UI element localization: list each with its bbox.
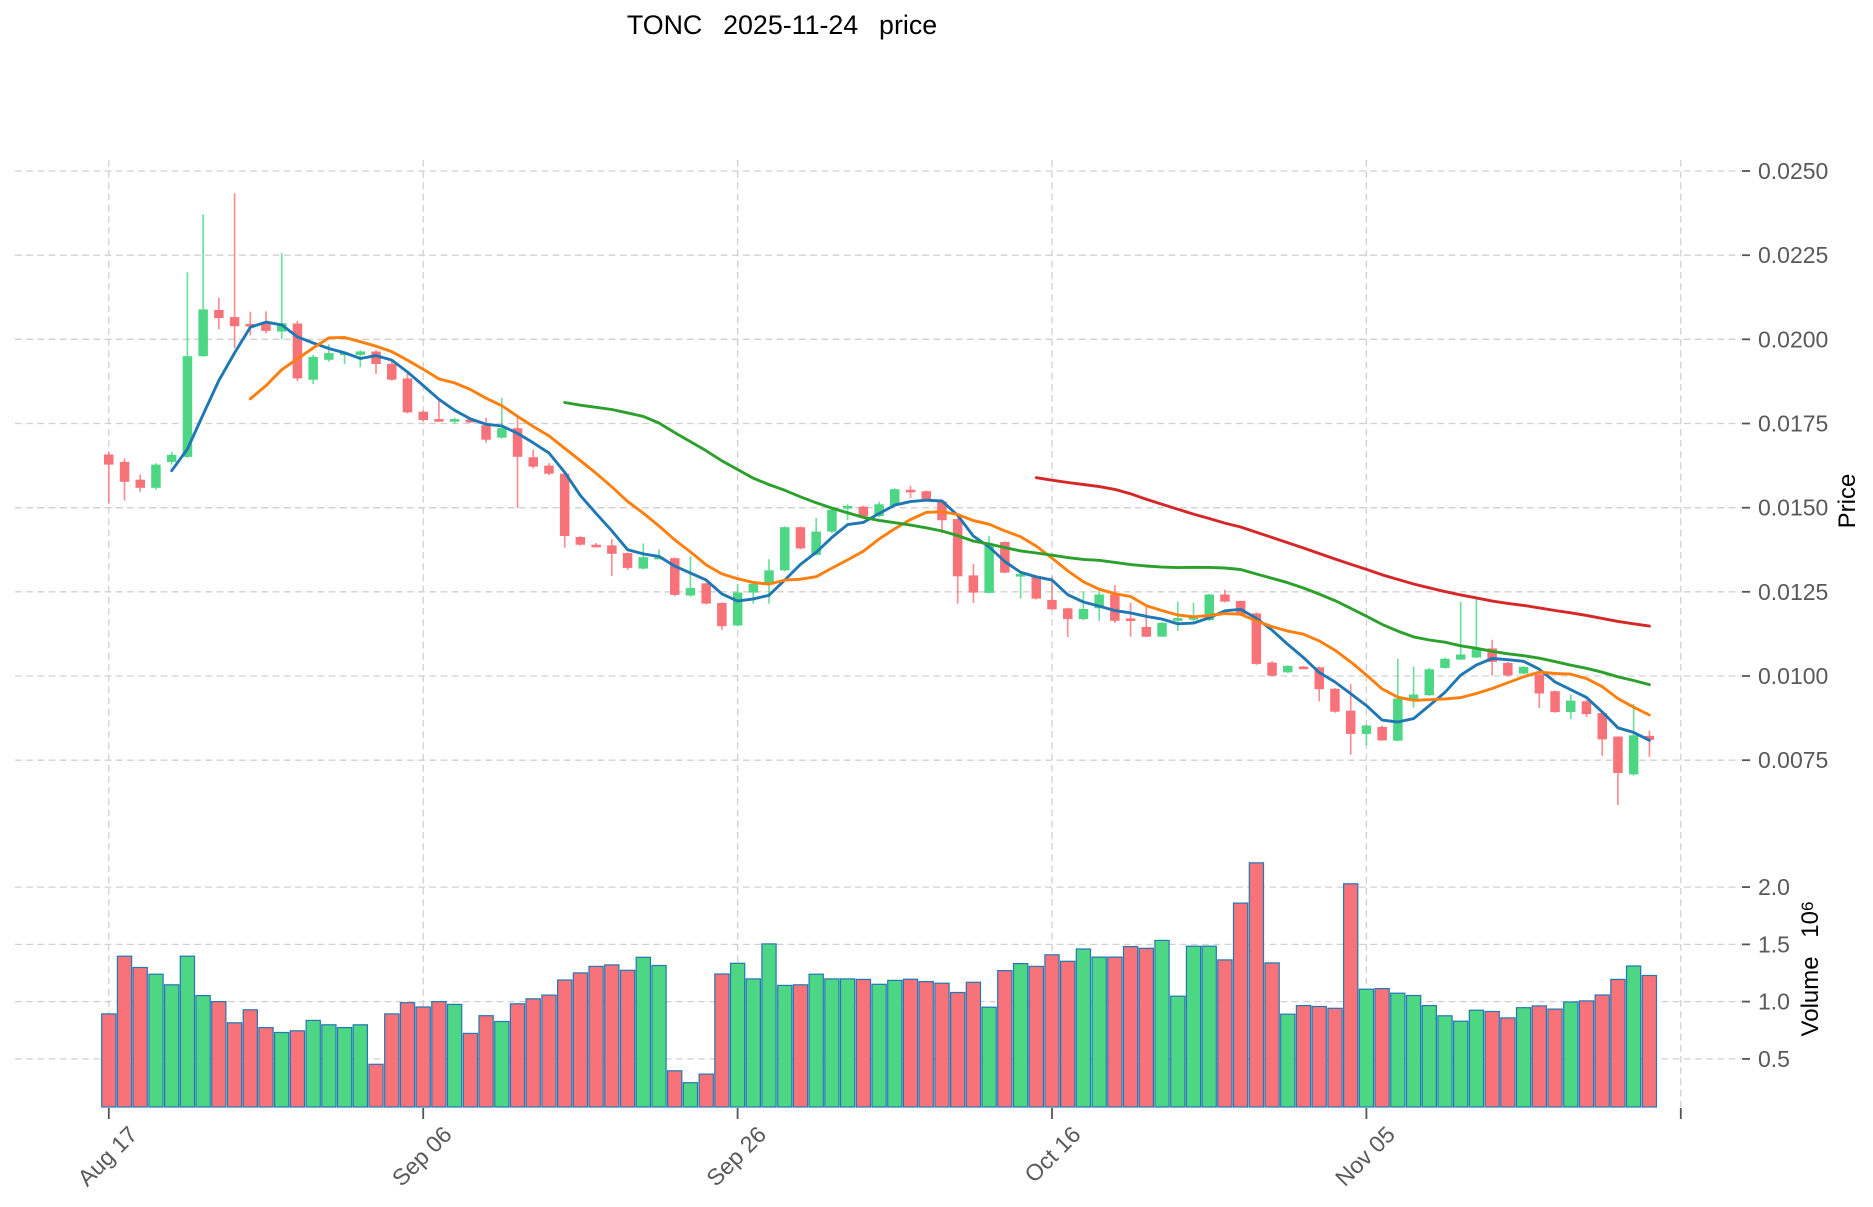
svg-text:1.0: 1.0 [1758, 989, 1790, 1015]
svg-text:0.0100: 0.0100 [1758, 663, 1828, 689]
svg-text:0.0150: 0.0150 [1758, 495, 1828, 521]
svg-text:0.0200: 0.0200 [1758, 326, 1828, 352]
svg-text:Price: Price [1834, 474, 1861, 529]
svg-text:0.0250: 0.0250 [1758, 158, 1828, 184]
svg-text:2.0: 2.0 [1758, 874, 1790, 900]
svg-text:0.0125: 0.0125 [1758, 579, 1828, 605]
svg-text:0.0175: 0.0175 [1758, 411, 1828, 437]
svg-text:0.5: 0.5 [1758, 1046, 1790, 1072]
svg-text:TONC 2025-11-24 price: TONC 2025-11-24 price [627, 10, 937, 40]
svg-text:0.0075: 0.0075 [1758, 747, 1828, 773]
svg-text:1.5: 1.5 [1758, 931, 1790, 957]
svg-text:Volume 106: Volume 106 [1797, 902, 1824, 1037]
svg-text:0.0225: 0.0225 [1758, 242, 1828, 268]
